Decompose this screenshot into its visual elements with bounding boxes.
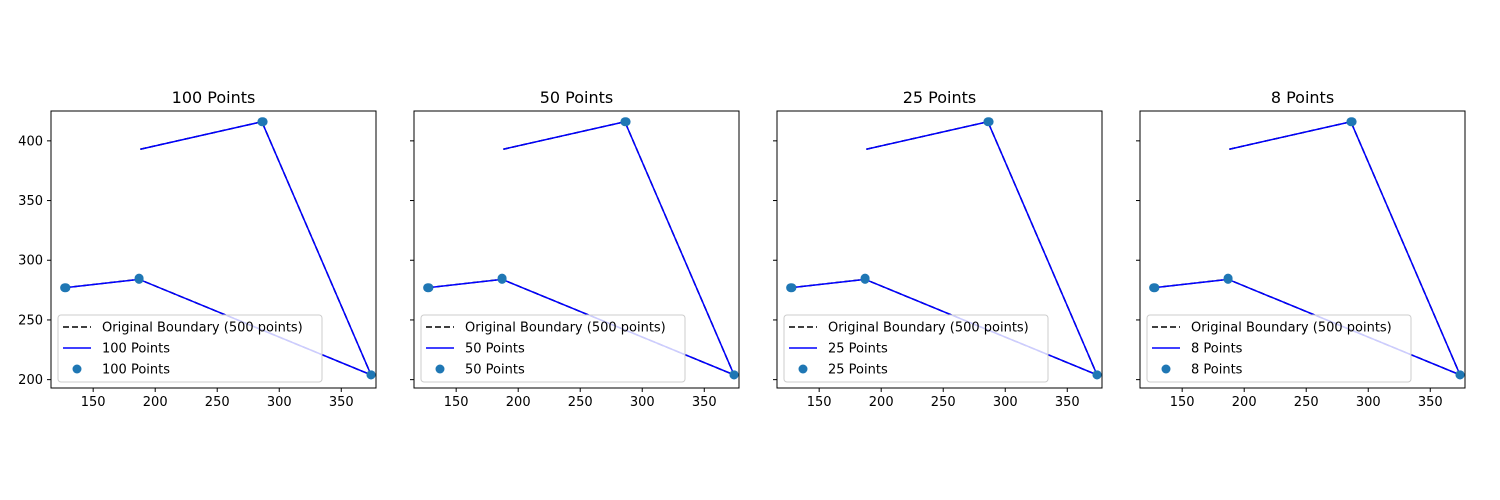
legend-box <box>420 314 686 383</box>
scatter-point <box>860 273 870 283</box>
x-tick-label: 300 <box>1356 395 1381 410</box>
legend-label: Original Boundary (500 points) <box>1191 321 1392 336</box>
scatter-point <box>61 283 71 293</box>
scatter-point <box>497 273 507 283</box>
scatter-point <box>984 117 994 127</box>
y-tick-label: 300 <box>18 254 43 269</box>
scatter-point <box>1092 370 1102 380</box>
x-tick-label: 150 <box>444 395 469 410</box>
scatter-point <box>1347 117 1357 127</box>
legend: Original Boundary (500 points) 100 Points… <box>57 314 323 383</box>
legend-label: 100 Points <box>102 363 170 378</box>
y-tick-label: 350 <box>18 194 43 209</box>
scatter-point <box>787 283 797 293</box>
x-tick-label: 300 <box>993 395 1018 410</box>
legend-label: 100 Points <box>102 342 170 357</box>
axes-frame <box>413 110 740 389</box>
subplot-2: 50 Points 150 200 250 300 350 Original Boundar… <box>410 88 740 410</box>
legend-marker <box>435 364 445 374</box>
legend-label: Original Boundary (500 points) <box>828 321 1029 336</box>
scatter-point <box>1223 273 1233 283</box>
y-tick-label: 200 <box>18 373 43 388</box>
scatter-point <box>729 370 739 380</box>
subplot-1: 100 Points 150 200 250 300 350 200 250 300 350 400… <box>18 88 377 410</box>
subplot-3: 25 Points 150 200 250 300 350 Original Boundar… <box>773 88 1103 410</box>
legend-label: 25 Points <box>828 363 888 378</box>
x-tick-label: 150 <box>81 395 106 410</box>
x-tick-label: 200 <box>506 395 531 410</box>
x-tick-label: 350 <box>1418 395 1443 410</box>
subplot-title: 25 Points <box>903 88 977 107</box>
x-tick-label: 150 <box>807 395 832 410</box>
y-tick-label: 400 <box>18 134 43 149</box>
legend-box <box>1146 314 1412 383</box>
x-tick-label: 350 <box>692 395 717 410</box>
scatter-point <box>424 283 434 293</box>
scatter-point <box>621 117 631 127</box>
scatter-point <box>1150 283 1160 293</box>
axes-frame <box>1139 110 1466 389</box>
legend-label: Original Boundary (500 points) <box>465 321 666 336</box>
legend-box <box>57 314 323 383</box>
x-tick-label: 300 <box>267 395 292 410</box>
legend-marker <box>1161 364 1171 374</box>
x-tick-label: 250 <box>931 395 956 410</box>
scatter-point <box>258 117 268 127</box>
legend-box <box>783 314 1049 383</box>
x-tick-label: 350 <box>329 395 354 410</box>
x-tick-label: 350 <box>1055 395 1080 410</box>
scatter-point <box>134 273 144 283</box>
legend-label: Original Boundary (500 points) <box>102 321 303 336</box>
subplot-title: 50 Points <box>540 88 614 107</box>
x-tick-label: 250 <box>568 395 593 410</box>
x-tick-label: 250 <box>205 395 230 410</box>
subplot-title: 8 Points <box>1271 88 1334 107</box>
x-tick-label: 200 <box>1232 395 1257 410</box>
x-tick-label: 200 <box>869 395 894 410</box>
legend: Original Boundary (500 points) 25 Points 2… <box>783 314 1049 383</box>
x-tick-label: 300 <box>630 395 655 410</box>
subplot-4: 8 Points 150 200 250 300 350 Original Boundary… <box>1136 88 1466 410</box>
scatter-point <box>1455 370 1465 380</box>
legend-label: 8 Points <box>1191 363 1243 378</box>
legend-label: 25 Points <box>828 342 888 357</box>
legend-marker <box>798 364 808 374</box>
legend-marker <box>72 364 82 374</box>
x-tick-label: 200 <box>143 395 168 410</box>
legend-label: 50 Points <box>465 342 525 357</box>
scatter-point <box>366 370 376 380</box>
axes-frame <box>776 110 1103 389</box>
subplot-title: 100 Points <box>172 88 256 107</box>
x-tick-label: 250 <box>1294 395 1319 410</box>
legend-label: 8 Points <box>1191 342 1243 357</box>
y-tick-label: 250 <box>18 313 43 328</box>
legend: Original Boundary (500 points) 50 Points 5… <box>420 314 686 383</box>
axes-frame <box>50 110 377 389</box>
legend: Original Boundary (500 points) 8 Points 8 … <box>1146 314 1412 383</box>
x-tick-label: 150 <box>1170 395 1195 410</box>
legend-label: 50 Points <box>465 363 525 378</box>
